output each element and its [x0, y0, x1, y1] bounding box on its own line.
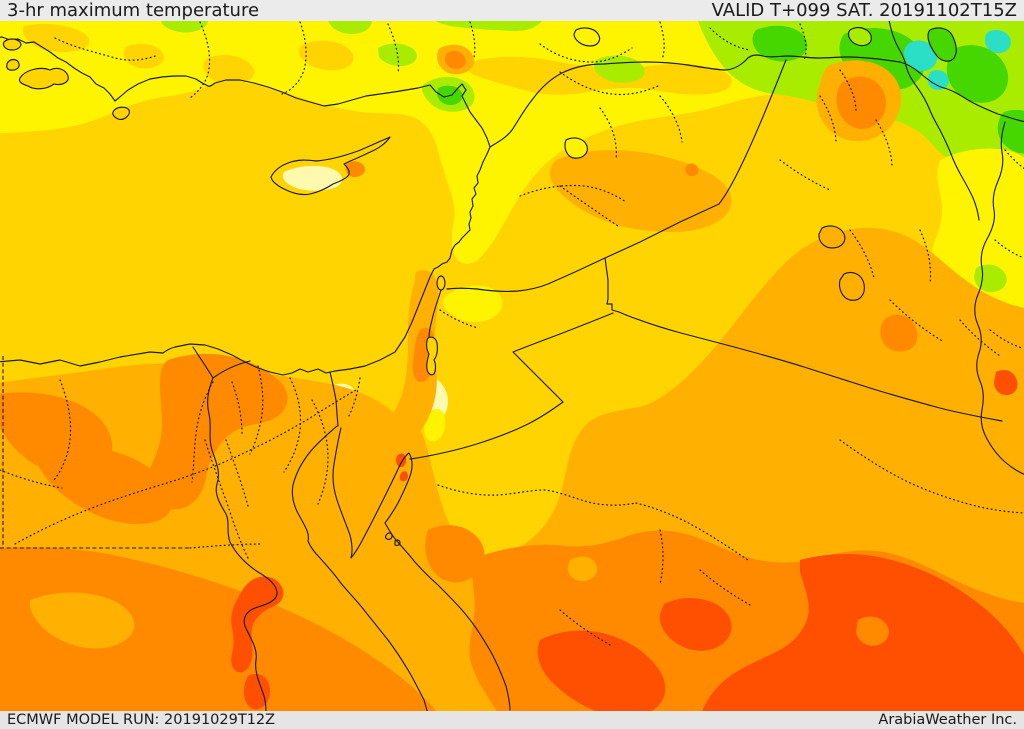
temp-region — [396, 453, 408, 482]
temp-region — [298, 40, 354, 71]
temperature-field — [0, 20, 1024, 712]
jordan-iraq-border — [604, 257, 627, 316]
lake-jabbul — [564, 137, 588, 159]
lake-van — [847, 26, 872, 47]
temp-region — [985, 30, 1011, 54]
dead-sea — [426, 336, 438, 376]
sinai-aqaba-coast — [332, 427, 511, 711]
map-title: 3-hr maximum temperature — [7, 0, 260, 21]
temp-region — [123, 44, 164, 69]
temp-region — [685, 163, 699, 177]
lake-razzaza — [838, 271, 865, 301]
temp-region — [243, 674, 271, 710]
nile-river — [207, 377, 278, 712]
iraq-saudi-border — [625, 314, 1003, 422]
country-borders — [0, 20, 1024, 712]
valid-time-label: VALID T+099 SAT. 20191102T15Z — [711, 0, 1017, 21]
brand-label: ArabiaWeather Inc. — [878, 711, 1017, 728]
sea-of-galilee — [436, 275, 446, 291]
temp-region — [328, 20, 373, 34]
temp-region — [282, 165, 343, 191]
lake-urmia — [927, 27, 957, 62]
turkey-syria-border — [489, 54, 901, 148]
turkey-iraq-border — [899, 61, 1024, 123]
jordan-river — [428, 289, 442, 339]
temp-region — [231, 576, 284, 673]
temp-region — [880, 314, 918, 352]
temp-region — [994, 370, 1018, 396]
dashed-borders — [0, 356, 190, 549]
iran-iraq-border — [974, 121, 1024, 475]
temp-region — [161, 20, 209, 33]
nile-delta-branches — [192, 346, 251, 379]
temp-region — [433, 20, 543, 32]
tigris-river — [888, 20, 980, 221]
temp-region — [836, 76, 886, 129]
temp-region — [856, 616, 889, 646]
temp-region — [203, 55, 255, 85]
syria-jordan-border — [446, 257, 606, 292]
temp-region — [0, 547, 437, 712]
temp-region — [442, 285, 503, 322]
header-bar: 3-hr maximum temperature VALID T+099 SAT… — [0, 0, 1024, 21]
temp-region — [537, 630, 666, 712]
lake-tharthar — [818, 225, 846, 249]
temp-region — [386, 270, 439, 448]
suez-canal — [329, 371, 339, 427]
temp-region — [147, 353, 288, 510]
temp-region — [904, 40, 938, 72]
temp-region — [345, 161, 366, 178]
temp-region — [946, 45, 1009, 103]
admin-boundaries — [0, 21, 1024, 647]
temp-region — [35, 446, 173, 524]
map-layers — [0, 20, 1024, 712]
temp-region — [752, 25, 808, 62]
temp-region — [30, 592, 135, 649]
temp-region — [378, 43, 417, 67]
temp-region — [423, 408, 446, 442]
temp-region — [927, 69, 949, 90]
cyprus-coastline — [270, 136, 391, 196]
temp-region — [444, 50, 466, 69]
lake-tuz — [573, 27, 601, 47]
gulf-of-suez-west-shore — [291, 425, 429, 712]
temp-region — [467, 56, 732, 95]
syria-iraq-border — [604, 59, 787, 259]
temp-region — [659, 598, 732, 651]
temp-region — [997, 109, 1024, 154]
aegean-islands — [2, 38, 130, 120]
footer-bar: ECMWF MODEL RUN: 20191029T12Z ArabiaWeat… — [0, 711, 1024, 729]
jordan-saudi-border — [409, 312, 614, 460]
tiran-islands — [384, 532, 401, 546]
temp-region — [425, 525, 485, 583]
marmara-sea — [18, 67, 69, 90]
model-run-label: ECMWF MODEL RUN: 20191029T12Z — [7, 711, 276, 728]
temp-region — [567, 556, 598, 582]
